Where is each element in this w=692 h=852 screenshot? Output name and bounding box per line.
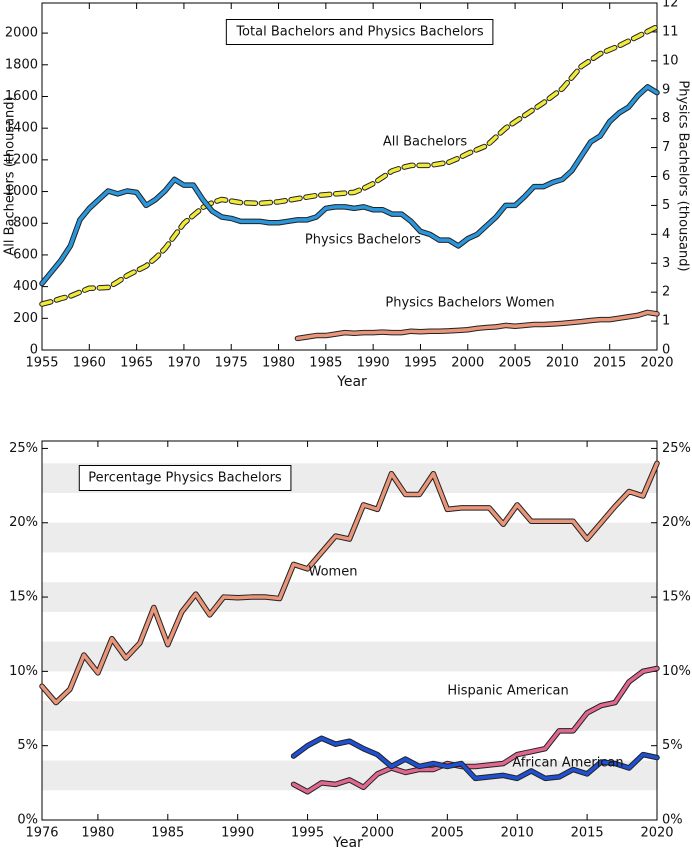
series-label: Physics Bachelors — [305, 233, 421, 248]
x-tick-label: 1980 — [81, 826, 114, 841]
x-tick-label: 2015 — [593, 356, 626, 371]
series-label: Hispanic American — [447, 684, 568, 699]
y2-tick-label: 0 — [662, 343, 670, 358]
x-tick-label: 1995 — [291, 826, 324, 841]
y-tick-label: 5% — [17, 738, 38, 753]
y2-axis-label: Physics Bachelors (thousand) — [676, 80, 691, 271]
grid-band — [42, 582, 657, 612]
y-tick-label: 1200 — [5, 152, 38, 167]
y-tick-label: 600 — [13, 247, 38, 262]
y2-tick-label: 12 — [662, 0, 679, 11]
y2-tick-label: 7 — [662, 140, 670, 155]
series-line — [291, 666, 659, 794]
x-tick-label: 2005 — [499, 356, 532, 371]
y-tick-label: 10% — [9, 664, 38, 679]
y2-tick-label: 0% — [662, 813, 683, 828]
chart-title: Total Bachelors and Physics Bachelors — [235, 25, 484, 40]
y-tick-label: 0% — [17, 813, 38, 828]
grid-band — [42, 641, 657, 672]
x-tick-label: 1985 — [151, 826, 184, 841]
title-box — [78, 465, 292, 491]
x-tick-label: 1980 — [262, 356, 295, 371]
y2-tick-label: 11 — [662, 24, 679, 39]
series-label: All Bachelors — [383, 135, 467, 150]
x-tick-label: 2020 — [640, 356, 673, 371]
y2-tick-label: 1 — [662, 314, 670, 329]
y2-tick-label: 25% — [662, 441, 691, 456]
y-axis-label: All Bachelors (thousand) — [3, 96, 18, 255]
x-tick-label: 2000 — [451, 356, 484, 371]
x-tick-label: 1960 — [73, 356, 106, 371]
y-tick-label: 2000 — [5, 26, 38, 41]
series-label: Women — [309, 565, 358, 580]
y-tick-label: 1600 — [5, 89, 38, 104]
y-tick-label: 400 — [13, 279, 38, 294]
x-tick-label: 2015 — [571, 826, 604, 841]
y2-tick-label: 5% — [662, 738, 683, 753]
grid-band — [42, 701, 657, 731]
y2-tick-label: 10 — [662, 53, 679, 68]
series-line — [40, 25, 659, 306]
x-tick-label: 1990 — [221, 826, 254, 841]
x-tick-label: 1970 — [167, 356, 200, 371]
y-tick-label: 800 — [13, 216, 38, 231]
series-line — [40, 461, 659, 705]
x-tick-label: 2000 — [361, 826, 394, 841]
y2-tick-label: 8 — [662, 111, 670, 126]
y-tick-label: 200 — [13, 311, 38, 326]
y2-tick-label: 5 — [662, 198, 670, 213]
y-tick-label: 20% — [9, 515, 38, 530]
x-axis-label: Year — [336, 374, 367, 390]
x-tick-label: 1990 — [357, 356, 390, 371]
series-label: African American — [512, 756, 623, 771]
x-tick-label: 2005 — [431, 826, 464, 841]
x-tick-label: 1985 — [309, 356, 342, 371]
x-tick-label: 1965 — [120, 356, 153, 371]
x-tick-label: 1975 — [215, 356, 248, 371]
y2-tick-label: 20% — [662, 515, 691, 530]
chart: 1976 1980 1985 1990 1995 2000 2005 2010 2015 2020… — [9, 440, 691, 851]
y-tick-label: 0 — [30, 343, 38, 358]
y2-tick-label: 4 — [662, 227, 670, 242]
y-tick-label: 1800 — [5, 57, 38, 72]
chart-title: Percentage Physics Bachelors — [88, 471, 282, 486]
x-tick-label: 2010 — [546, 356, 579, 371]
y2-tick-label: 3 — [662, 256, 670, 271]
title-box — [225, 19, 494, 45]
x-tick-label: 1955 — [25, 356, 58, 371]
y2-tick-label: 10% — [662, 664, 691, 679]
series-line-outline — [39, 24, 660, 307]
y2-tick-label: 6 — [662, 169, 670, 184]
x-tick-label: 2010 — [501, 826, 534, 841]
series-line — [40, 85, 659, 286]
y-tick-label: 25% — [9, 441, 38, 456]
x-axis-label: Year — [332, 835, 363, 851]
chart: 1955 1960 1965 1970 1975 1980 1985 1990 1995 2000… — [3, 0, 691, 390]
y-tick-label: 15% — [9, 590, 38, 605]
y2-tick-label: 9 — [662, 82, 670, 97]
series-line-outline — [39, 84, 660, 287]
x-tick-label: 2020 — [640, 826, 673, 841]
x-tick-label: 1995 — [404, 356, 437, 371]
series-line — [291, 736, 659, 781]
x-tick-label: 1976 — [25, 826, 58, 841]
series-label: Physics Bachelors Women — [385, 296, 554, 311]
y2-tick-label: 2 — [662, 285, 670, 300]
y-tick-label: 1400 — [5, 121, 38, 136]
plot-frame — [41, 440, 658, 821]
y-tick-label: 1000 — [5, 184, 38, 199]
series-line — [295, 310, 659, 341]
y2-tick-label: 15% — [662, 590, 691, 605]
